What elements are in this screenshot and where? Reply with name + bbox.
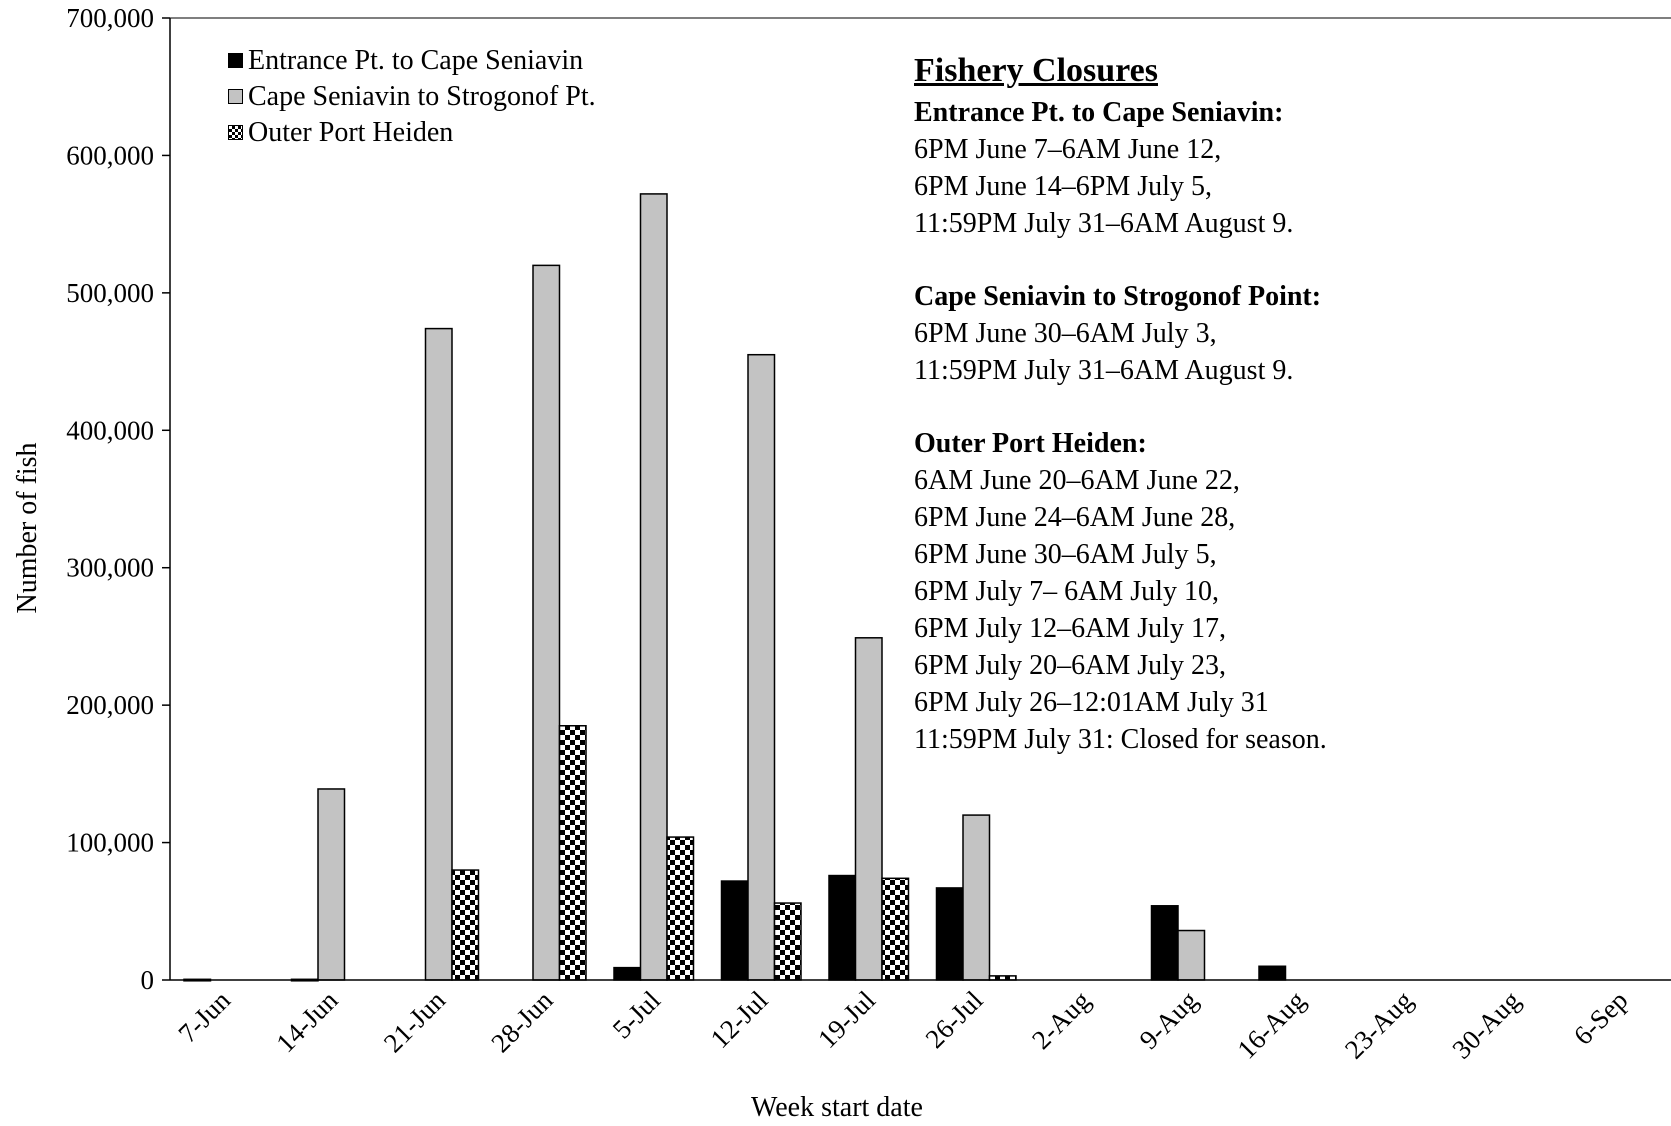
- x-tick-label: 7-Jun: [172, 985, 236, 1049]
- bar-cape-seniavin-to-strogonof-pt-21-jun: [424, 327, 453, 981]
- closure-line: 6PM July 26–12:01AM July 31: [914, 687, 1269, 718]
- bar-cape-seniavin-to-strogonof-pt-19-jul: [854, 637, 883, 981]
- legend-swatch-checkered: [228, 125, 243, 140]
- closure-line: 6PM July 12–6AM July 17,: [914, 613, 1226, 644]
- legend-item-entrance: Entrance Pt. to Cape Seniavin: [228, 44, 648, 78]
- x-tick-label: 28-Jun: [485, 985, 559, 1059]
- bar-cape-seniavin-to-strogonof-pt-26-jul: [962, 814, 991, 981]
- x-axis-ticks: 7-Jun 14-Jun 21-Jun 28-Jun 5-Jul 12-Jul 19-Jul…: [172, 985, 1633, 1065]
- bar-outer-port-heiden-5-jul: [666, 836, 695, 981]
- bar-outer-port-heiden-28-jun: [558, 725, 587, 981]
- closure-line: 6PM July 20–6AM July 23,: [914, 650, 1226, 681]
- y-tick-label: 200,000: [66, 690, 154, 720]
- closure-line: 6PM June 14–6PM July 5,: [914, 171, 1212, 202]
- closures-heading: Fishery Closures: [914, 52, 1158, 89]
- y-tick-label: 500,000: [66, 278, 154, 308]
- y-tick-label: 0: [141, 965, 155, 995]
- bar-cape-seniavin-to-strogonof-pt-12-jul: [747, 353, 776, 981]
- x-tick-label: 30-Aug: [1446, 985, 1526, 1065]
- closure-line: 6PM July 7– 6AM July 10,: [914, 576, 1219, 607]
- closure-line: 6PM June 24–6AM June 28,: [914, 502, 1236, 533]
- bar-outer-port-heiden-21-jun: [451, 869, 480, 981]
- y-tick-label: 300,000: [66, 553, 154, 583]
- legend-swatch-gray: [228, 89, 243, 104]
- legend-label: Cape Seniavin to Strogonof Pt.: [248, 81, 596, 112]
- bar-cape-seniavin-to-strogonof-pt-5-jul: [639, 193, 668, 981]
- x-tick-label: 9-Aug: [1133, 985, 1203, 1055]
- x-tick-label: 6-Sep: [1568, 985, 1634, 1051]
- bar-cape-seniavin-to-strogonof-pt-9-aug: [1177, 929, 1206, 981]
- bar-entrance-pt-to-cape-seniavin-26-jul: [935, 887, 964, 981]
- x-tick-label: 23-Aug: [1339, 985, 1419, 1065]
- fishery-closures-annotation: Fishery Closures Entrance Pt. to Cape Se…: [914, 48, 1474, 794]
- x-tick-label: 21-Jun: [378, 985, 452, 1059]
- y-tick-label: 100,000: [66, 828, 154, 858]
- bar-entrance-pt-to-cape-seniavin-16-aug: [1258, 965, 1287, 981]
- closure-line: 11:59PM July 31–6AM August 9.: [914, 208, 1294, 239]
- closure-line: 11:59PM July 31–6AM August 9.: [914, 355, 1294, 386]
- closure-group-title: Entrance Pt. to Cape Seniavin:: [914, 97, 1284, 128]
- x-tick-label: 5-Jul: [607, 985, 666, 1044]
- legend-item-cape-seniavin: Cape Seniavin to Strogonof Pt.: [228, 80, 648, 114]
- bar-cape-seniavin-to-strogonof-pt-14-jun: [317, 788, 346, 981]
- closure-line: 6PM June 30–6AM July 3,: [914, 318, 1217, 349]
- closure-line: 11:59PM July 31: Closed for season.: [914, 724, 1327, 755]
- legend-label: Outer Port Heiden: [248, 117, 454, 148]
- y-tick-label: 700,000: [66, 3, 154, 33]
- x-tick-label: 16-Aug: [1231, 985, 1311, 1065]
- closure-group: Cape Seniavin to Strogonof Point: 6PM Ju…: [914, 278, 1474, 389]
- x-tick-label: 12-Jul: [705, 985, 774, 1054]
- closure-line: 6AM June 20–6AM June 22,: [914, 465, 1240, 496]
- legend: Entrance Pt. to Cape Seniavin Cape Senia…: [228, 44, 648, 152]
- closure-group: Entrance Pt. to Cape Seniavin: 6PM June …: [914, 94, 1474, 242]
- x-axis-title: Week start date: [751, 1092, 923, 1123]
- y-tick-label: 400,000: [66, 415, 154, 445]
- y-tick-label: 600,000: [66, 140, 154, 170]
- closure-group-title: Cape Seniavin to Strogonof Point:: [914, 281, 1322, 312]
- bar-entrance-pt-to-cape-seniavin-5-jul: [613, 966, 642, 981]
- closure-line: 6PM June 30–6AM July 5,: [914, 539, 1217, 570]
- bar-entrance-pt-to-cape-seniavin-9-aug: [1150, 905, 1179, 981]
- bar-entrance-pt-to-cape-seniavin-12-jul: [720, 880, 749, 981]
- bar-outer-port-heiden-12-jul: [773, 902, 802, 981]
- x-tick-label: 26-Jul: [920, 985, 989, 1054]
- closure-group-title: Outer Port Heiden:: [914, 428, 1147, 459]
- x-tick-label: 2-Aug: [1026, 985, 1096, 1055]
- bar-outer-port-heiden-19-jul: [881, 877, 910, 981]
- legend-swatch-black: [228, 53, 243, 68]
- legend-label: Entrance Pt. to Cape Seniavin: [248, 45, 584, 76]
- closure-line: 6PM June 7–6AM June 12,: [914, 134, 1222, 165]
- x-tick-label: 19-Jul: [812, 985, 881, 1054]
- legend-item-outer-port-heiden: Outer Port Heiden: [228, 116, 648, 150]
- y-axis-ticks: 0 100,000 200,000 300,000 400,000 500,000 600,…: [66, 3, 170, 995]
- bar-entrance-pt-to-cape-seniavin-19-jul: [828, 874, 857, 981]
- closure-group: Outer Port Heiden: 6AM June 20–6AM June …: [914, 425, 1474, 758]
- x-tick-label: 14-Jun: [270, 985, 344, 1059]
- bar-cape-seniavin-to-strogonof-pt-28-jun: [532, 264, 561, 981]
- bars-group: [183, 193, 1287, 982]
- y-axis-title: Number of fish: [12, 442, 43, 613]
